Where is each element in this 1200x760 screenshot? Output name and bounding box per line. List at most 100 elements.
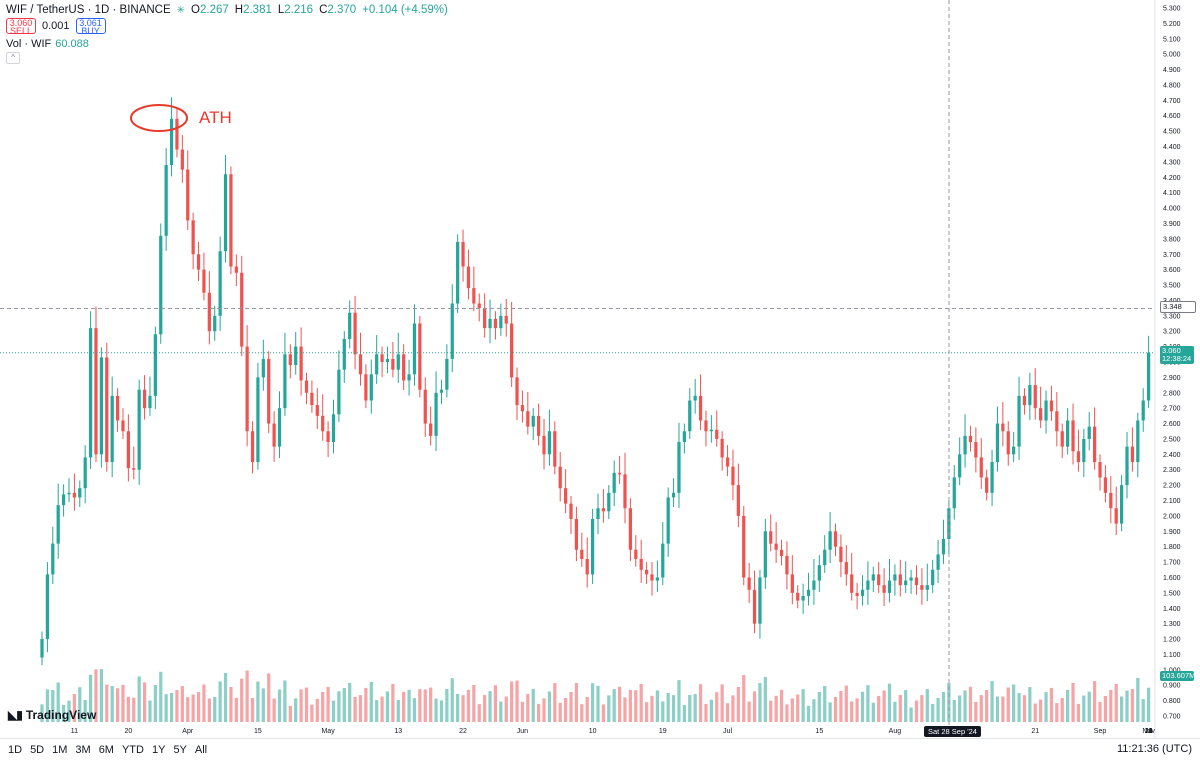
trade-buttons: 3.060 SELL 0.001 3.061 BUY xyxy=(6,18,106,36)
volume-bar xyxy=(931,704,935,722)
buy-label: BUY xyxy=(81,26,100,36)
volume-bar xyxy=(142,682,147,722)
volume-bar xyxy=(326,686,330,722)
candle-body xyxy=(833,531,838,547)
volume-bar xyxy=(580,704,584,722)
volume-bar xyxy=(1076,703,1081,722)
price-tick-label: 4.900 xyxy=(1163,67,1181,74)
reference-price-tag: 3.348 xyxy=(1160,301,1196,313)
volume-bar xyxy=(1130,689,1135,722)
volume-bar xyxy=(720,684,724,722)
candle-body xyxy=(466,266,471,289)
volume-bar xyxy=(893,701,897,722)
candle-body xyxy=(850,574,854,593)
candle-body xyxy=(407,374,411,381)
utc-clock[interactable]: 11:21:36 (UTC) xyxy=(1117,743,1192,755)
sell-label: SELL xyxy=(9,26,33,36)
volume-bar xyxy=(180,686,184,722)
candle-body xyxy=(391,358,395,370)
sell-button[interactable]: 3.060 SELL xyxy=(6,18,36,36)
volume-bar xyxy=(499,701,503,722)
candle-body xyxy=(979,457,983,478)
market-open-icon: ✳ xyxy=(176,4,186,16)
candle-body xyxy=(67,492,71,495)
timeframe-1d[interactable]: 1D xyxy=(8,743,23,756)
candle-body xyxy=(531,415,535,427)
candle-body xyxy=(1114,508,1118,524)
candle-body xyxy=(380,354,384,362)
volume-bar xyxy=(596,685,600,722)
time-tick-label: 23 xyxy=(1145,728,1153,735)
candle-body xyxy=(202,269,206,293)
collapse-legend-icon[interactable]: ^ xyxy=(6,52,20,64)
volume-bar xyxy=(585,697,589,722)
volume-bar xyxy=(299,689,303,722)
candle-body xyxy=(1022,395,1027,406)
candle-body xyxy=(342,338,346,370)
candle-body xyxy=(196,254,201,270)
volume-bar xyxy=(110,686,114,722)
timeframe-3m[interactable]: 3M xyxy=(75,743,91,756)
volume-bar xyxy=(844,685,848,722)
volume-bar xyxy=(1006,687,1010,722)
candle-body xyxy=(990,462,994,493)
candle-body xyxy=(132,468,136,470)
time-tick-label: Aug xyxy=(889,728,902,735)
candle-body xyxy=(299,346,303,381)
tradingview-logo[interactable]: ◣▮ TradingView xyxy=(8,708,96,722)
candle-body xyxy=(931,569,935,586)
candle-body xyxy=(1012,446,1016,455)
candle-body xyxy=(1001,423,1005,432)
candle-body xyxy=(1103,477,1108,493)
timeframe-5d[interactable]: 5D xyxy=(30,743,45,756)
price-tick-label: 4.100 xyxy=(1163,190,1181,197)
candle-body xyxy=(1017,395,1021,447)
timeframe-6m[interactable]: 6M xyxy=(98,743,114,756)
volume-bar xyxy=(456,694,460,722)
candle-body xyxy=(526,411,530,427)
candle-body xyxy=(542,435,546,455)
timeframe-1y[interactable]: 1Y xyxy=(151,743,166,756)
current-price: 3.060 xyxy=(1162,346,1181,355)
price-tick-label: 2.800 xyxy=(1163,390,1181,397)
candle-body xyxy=(747,577,751,590)
volume-bar xyxy=(860,691,865,722)
timeframe-all[interactable]: All xyxy=(194,743,208,756)
price-tick-label: 1.400 xyxy=(1163,606,1181,613)
volume-legend[interactable]: Vol · WIF 60.088 xyxy=(6,38,89,50)
volume-bar xyxy=(655,690,659,722)
timeframe-1m[interactable]: 1M xyxy=(52,743,68,756)
volume-bar xyxy=(132,697,136,722)
price-axis[interactable]: 0.700 0.800 0.900 1.000 1.100 1.200 1.300 1.400… xyxy=(1154,0,1181,738)
symbol-title[interactable]: WIF / TetherUS · 1D · BINANCE xyxy=(6,4,171,16)
candle-body xyxy=(1141,400,1145,421)
price-tick-label: 1.700 xyxy=(1163,560,1181,567)
volume-bar xyxy=(1114,684,1118,722)
candle-body xyxy=(1028,385,1032,406)
candle-body xyxy=(88,328,93,458)
candle-body xyxy=(1033,385,1037,409)
timeframe-ytd[interactable]: YTD xyxy=(121,743,144,756)
volume-bar xyxy=(202,684,206,722)
time-axis[interactable]: 1120Apr15May1322Jun1019Jul15Aug1221Sep16… xyxy=(71,728,1156,735)
candle-body xyxy=(1098,462,1102,478)
volume-bar xyxy=(882,690,886,722)
candle-body xyxy=(110,395,114,463)
volume-bar xyxy=(229,687,233,722)
candle-body xyxy=(472,288,476,304)
volume-bar xyxy=(504,696,508,722)
candle-body xyxy=(304,380,309,393)
buy-button[interactable]: 3.061 BUY xyxy=(75,18,106,36)
timeframe-5y[interactable]: 5Y xyxy=(173,743,187,756)
volume-bar xyxy=(94,669,98,722)
candle-body xyxy=(353,312,357,355)
candle-body xyxy=(1146,352,1151,401)
time-tick-label: 11 xyxy=(71,728,78,735)
volume-bar xyxy=(812,699,816,722)
candle-body xyxy=(704,420,708,432)
volume-bar xyxy=(1028,687,1032,722)
volume-bar xyxy=(83,700,87,722)
candle-body xyxy=(1006,431,1010,455)
candle-body xyxy=(1060,431,1064,447)
candlestick-chart[interactable]: 0.700 0.800 0.900 1.000 1.100 1.200 1.300 1.400… xyxy=(0,0,1200,738)
